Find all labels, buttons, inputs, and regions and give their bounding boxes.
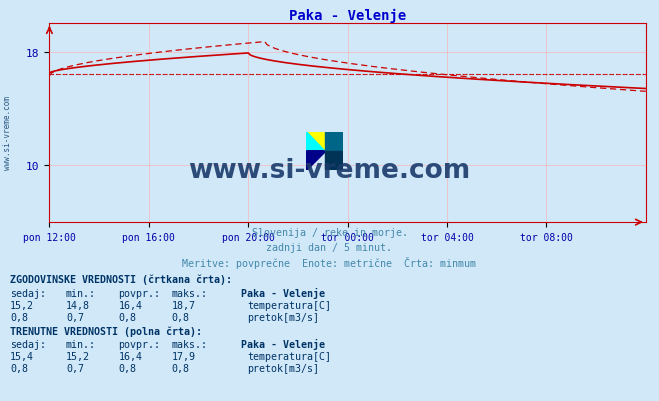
Polygon shape: [306, 132, 325, 152]
Polygon shape: [306, 132, 325, 152]
Text: povpr.:: povpr.:: [119, 339, 161, 349]
Text: ZGODOVINSKE VREDNOSTI (črtkana črta):: ZGODOVINSKE VREDNOSTI (črtkana črta):: [10, 274, 232, 285]
Text: 0,8: 0,8: [171, 312, 189, 322]
Text: 17,9: 17,9: [171, 351, 195, 361]
Text: zadnji dan / 5 minut.: zadnji dan / 5 minut.: [266, 242, 393, 252]
Text: sedaj:: sedaj:: [10, 288, 46, 298]
Text: 15,2: 15,2: [10, 300, 34, 310]
Text: 15,2: 15,2: [66, 351, 90, 361]
Text: maks.:: maks.:: [171, 339, 208, 349]
Text: 0,7: 0,7: [66, 312, 84, 322]
Text: 16,4: 16,4: [119, 300, 142, 310]
Text: Meritve: povprečne  Enote: metrične  Črta: minmum: Meritve: povprečne Enote: metrične Črta:…: [183, 257, 476, 269]
Text: 0,7: 0,7: [66, 363, 84, 373]
Text: TRENUTNE VREDNOSTI (polna črta):: TRENUTNE VREDNOSTI (polna črta):: [10, 326, 202, 336]
Text: temperatura[C]: temperatura[C]: [247, 300, 331, 310]
Text: 0,8: 0,8: [171, 363, 189, 373]
Text: 0,8: 0,8: [10, 363, 28, 373]
Text: maks.:: maks.:: [171, 288, 208, 298]
Polygon shape: [325, 152, 343, 170]
Polygon shape: [306, 152, 325, 170]
Text: Paka - Velenje: Paka - Velenje: [241, 287, 324, 298]
Text: 16,4: 16,4: [119, 351, 142, 361]
Title: Paka - Velenje: Paka - Velenje: [289, 9, 406, 23]
Polygon shape: [306, 152, 325, 170]
Text: 0,8: 0,8: [119, 363, 136, 373]
Text: povpr.:: povpr.:: [119, 288, 161, 298]
Text: 14,8: 14,8: [66, 300, 90, 310]
Polygon shape: [306, 132, 325, 152]
Text: pretok[m3/s]: pretok[m3/s]: [247, 312, 319, 322]
Text: Slovenija / reke in morje.: Slovenija / reke in morje.: [252, 228, 407, 238]
Text: 18,7: 18,7: [171, 300, 195, 310]
Text: min.:: min.:: [66, 288, 96, 298]
Text: 15,4: 15,4: [10, 351, 34, 361]
Text: temperatura[C]: temperatura[C]: [247, 351, 331, 361]
Text: 0,8: 0,8: [119, 312, 136, 322]
Text: www.si-vreme.com: www.si-vreme.com: [188, 158, 471, 183]
Polygon shape: [325, 132, 343, 152]
Text: Paka - Velenje: Paka - Velenje: [241, 338, 324, 349]
Text: sedaj:: sedaj:: [10, 339, 46, 349]
Text: www.si-vreme.com: www.si-vreme.com: [3, 95, 13, 169]
Text: pretok[m3/s]: pretok[m3/s]: [247, 363, 319, 373]
Text: 0,8: 0,8: [10, 312, 28, 322]
Text: min.:: min.:: [66, 339, 96, 349]
